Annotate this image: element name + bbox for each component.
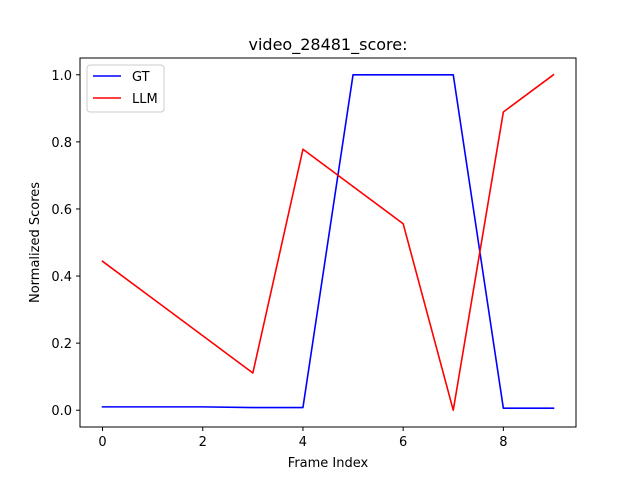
y-tick-label: 1.0 — [51, 69, 72, 84]
legend-label-gt: GT — [132, 70, 150, 85]
x-tick-label: 8 — [499, 435, 507, 450]
y-axis-ticks: 0.0 0.2 0.4 0.6 0.8 1.0 — [51, 69, 80, 419]
legend-label-llm: LLM — [132, 92, 158, 107]
x-axis-ticks: 0 2 4 6 8 — [98, 427, 507, 450]
y-tick-label: 0.0 — [51, 404, 72, 419]
x-tick-label: 6 — [399, 435, 407, 450]
chart-title: video_28481_score: — [249, 35, 408, 55]
y-tick-label: 0.8 — [51, 136, 72, 151]
y-tick-label: 0.6 — [51, 203, 72, 218]
x-tick-label: 4 — [299, 435, 307, 450]
y-axis-label: Normalized Scores — [28, 182, 43, 303]
legend: GT LLM — [86, 64, 165, 113]
x-axis-label: Frame Index — [288, 456, 369, 471]
plot-lines — [101, 73, 555, 412]
series-line-llm — [101, 73, 555, 412]
y-tick-label: 0.2 — [51, 337, 72, 352]
x-tick-label: 2 — [199, 435, 207, 450]
series-line-gt — [101, 73, 555, 410]
y-tick-label: 0.4 — [51, 270, 72, 285]
plot-frame — [79, 57, 577, 428]
x-tick-label: 0 — [98, 435, 106, 450]
